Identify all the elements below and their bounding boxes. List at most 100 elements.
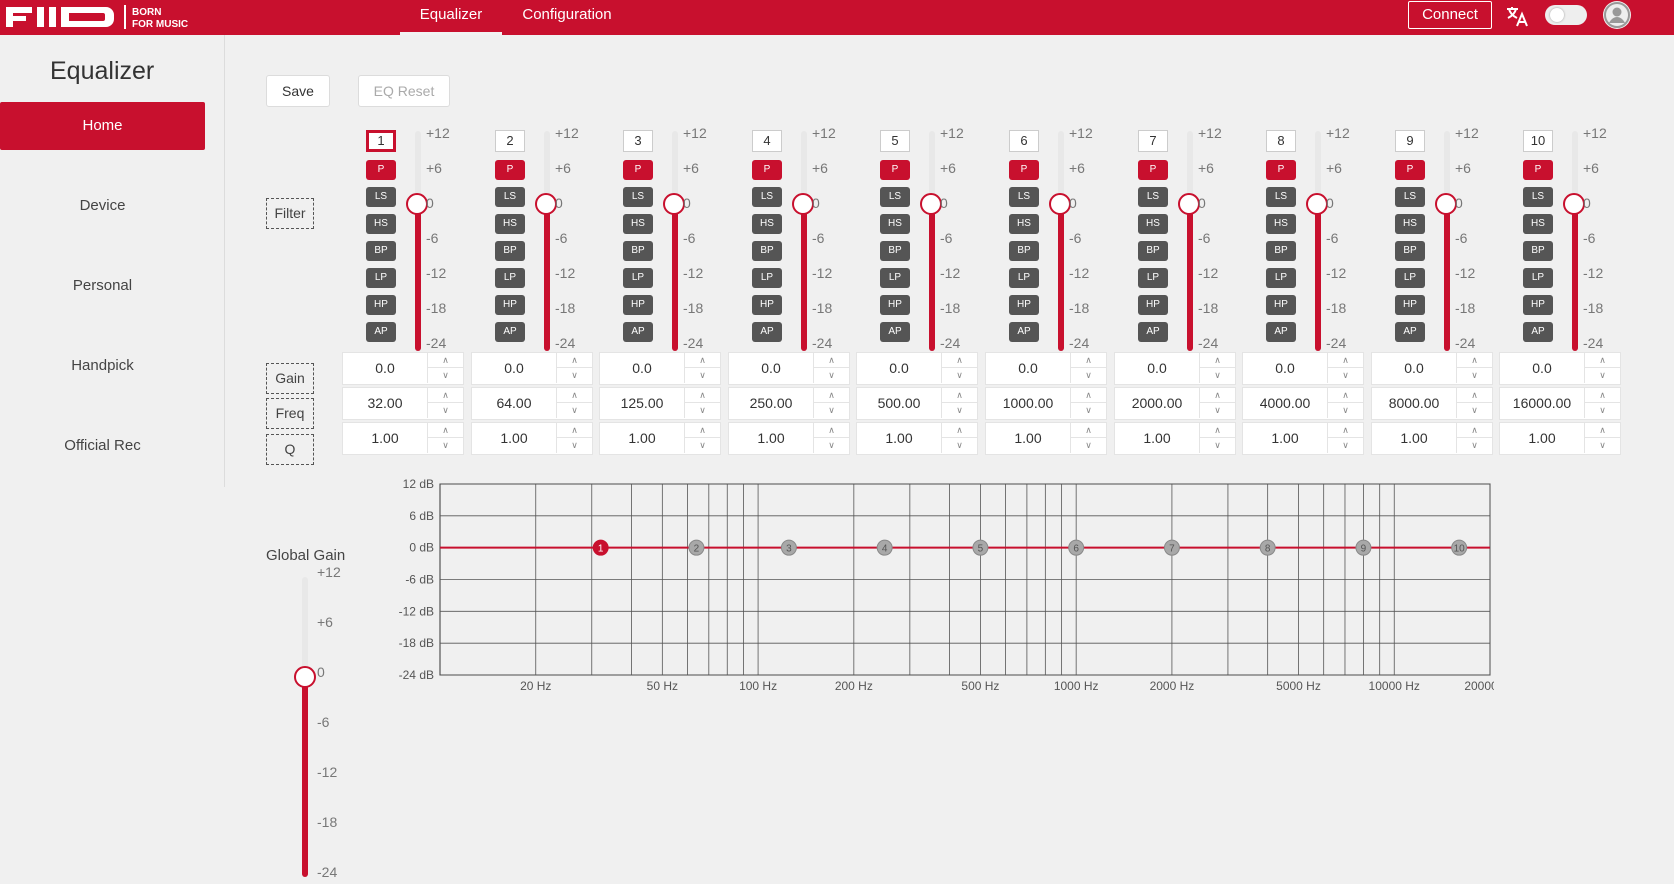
filter-lp-button[interactable]: LP: [1009, 268, 1039, 288]
filter-ls-button[interactable]: LS: [1523, 187, 1553, 207]
q-input[interactable]: 1.00: [1400, 430, 1428, 446]
filter-lp-button[interactable]: LP: [1395, 268, 1425, 288]
gain-slider-track[interactable]: [1572, 131, 1578, 351]
gain-slider-thumb[interactable]: [792, 193, 814, 215]
filter-p-button[interactable]: P: [880, 160, 910, 180]
chevron-down-icon[interactable]: ∨: [941, 438, 977, 453]
filter-hp-button[interactable]: HP: [880, 295, 910, 315]
filter-hs-button[interactable]: HS: [495, 214, 525, 234]
filter-ap-button[interactable]: AP: [1266, 322, 1296, 342]
chevron-up-icon[interactable]: ∧: [941, 423, 977, 438]
filter-lp-button[interactable]: LP: [752, 268, 782, 288]
filter-ls-button[interactable]: LS: [880, 187, 910, 207]
chevron-down-icon[interactable]: ∨: [813, 403, 849, 418]
filter-p-button[interactable]: P: [495, 160, 525, 180]
chevron-down-icon[interactable]: ∨: [813, 368, 849, 383]
filter-lp-button[interactable]: LP: [1138, 268, 1168, 288]
filter-hp-button[interactable]: HP: [623, 295, 653, 315]
gain-slider-thumb[interactable]: [1563, 193, 1585, 215]
chevron-down-icon[interactable]: ∨: [684, 368, 720, 383]
filter-hs-button[interactable]: HS: [1523, 214, 1553, 234]
chevron-down-icon[interactable]: ∨: [1584, 438, 1620, 453]
band-number-button[interactable]: 1: [366, 130, 396, 152]
chevron-up-icon[interactable]: ∧: [1456, 388, 1492, 403]
filter-hp-button[interactable]: HP: [1523, 295, 1553, 315]
filter-bp-button[interactable]: BP: [1009, 241, 1039, 261]
global-gain-slider-track[interactable]: [302, 577, 308, 877]
sidebar-item-personal[interactable]: Personal: [72, 277, 133, 294]
filter-hp-button[interactable]: HP: [1138, 295, 1168, 315]
filter-ls-button[interactable]: LS: [366, 187, 396, 207]
filter-hp-button[interactable]: HP: [1395, 295, 1425, 315]
chevron-up-icon[interactable]: ∧: [1070, 388, 1106, 403]
gain-input[interactable]: 0.0: [1018, 360, 1038, 376]
gain-slider-track[interactable]: [672, 131, 678, 351]
chevron-down-icon[interactable]: ∨: [1199, 438, 1235, 453]
filter-ap-button[interactable]: AP: [495, 322, 525, 342]
filter-ap-button[interactable]: AP: [1523, 322, 1553, 342]
chevron-up-icon[interactable]: ∧: [427, 423, 463, 438]
band-number-button[interactable]: 8: [1266, 130, 1296, 152]
save-button[interactable]: Save: [266, 75, 330, 107]
gain-slider-track[interactable]: [929, 131, 935, 351]
user-avatar-icon[interactable]: [1603, 1, 1631, 29]
chevron-up-icon[interactable]: ∧: [941, 388, 977, 403]
gain-slider-thumb[interactable]: [535, 193, 557, 215]
q-input[interactable]: 1.00: [1143, 430, 1171, 446]
chevron-up-icon[interactable]: ∧: [813, 388, 849, 403]
filter-ap-button[interactable]: AP: [1395, 322, 1425, 342]
chevron-up-icon[interactable]: ∧: [1199, 388, 1235, 403]
band-number-button[interactable]: 5: [880, 130, 910, 152]
filter-p-button[interactable]: P: [1009, 160, 1039, 180]
chevron-up-icon[interactable]: ∧: [427, 388, 463, 403]
sidebar-item-device[interactable]: Device: [79, 197, 126, 214]
freq-input[interactable]: 16000.00: [1512, 395, 1572, 411]
filter-hs-button[interactable]: HS: [880, 214, 910, 234]
filter-lp-button[interactable]: LP: [495, 268, 525, 288]
gain-slider-track[interactable]: [1315, 131, 1321, 351]
chevron-down-icon[interactable]: ∨: [1327, 438, 1363, 453]
chevron-down-icon[interactable]: ∨: [941, 368, 977, 383]
filter-hp-button[interactable]: HP: [1009, 295, 1039, 315]
filter-ls-button[interactable]: LS: [752, 187, 782, 207]
chevron-up-icon[interactable]: ∧: [1199, 423, 1235, 438]
filter-ap-button[interactable]: AP: [1009, 322, 1039, 342]
chevron-down-icon[interactable]: ∨: [427, 403, 463, 418]
q-input[interactable]: 1.00: [757, 430, 785, 446]
filter-bp-button[interactable]: BP: [623, 241, 653, 261]
chevron-up-icon[interactable]: ∧: [1199, 353, 1235, 368]
freq-input[interactable]: 4000.00: [1259, 395, 1311, 411]
gain-input[interactable]: 0.0: [632, 360, 652, 376]
chevron-down-icon[interactable]: ∨: [941, 403, 977, 418]
chevron-up-icon[interactable]: ∧: [1327, 388, 1363, 403]
band-number-button[interactable]: 10: [1523, 130, 1553, 152]
filter-p-button[interactable]: P: [1523, 160, 1553, 180]
q-input[interactable]: 1.00: [628, 430, 656, 446]
freq-input[interactable]: 250.00: [749, 395, 793, 411]
filter-ls-button[interactable]: LS: [1138, 187, 1168, 207]
filter-hp-button[interactable]: HP: [495, 295, 525, 315]
chevron-down-icon[interactable]: ∨: [1456, 438, 1492, 453]
sidebar-item-official-rec[interactable]: Official Rec: [64, 437, 141, 454]
chevron-up-icon[interactable]: ∧: [1584, 353, 1620, 368]
chevron-up-icon[interactable]: ∧: [813, 423, 849, 438]
filter-bp-button[interactable]: BP: [366, 241, 396, 261]
chevron-down-icon[interactable]: ∨: [1327, 403, 1363, 418]
filter-ap-button[interactable]: AP: [752, 322, 782, 342]
band-number-button[interactable]: 3: [623, 130, 653, 152]
gain-input[interactable]: 0.0: [504, 360, 524, 376]
chevron-down-icon[interactable]: ∨: [813, 438, 849, 453]
chevron-down-icon[interactable]: ∨: [1070, 438, 1106, 453]
gain-slider-thumb[interactable]: [1306, 193, 1328, 215]
filter-ls-button[interactable]: LS: [1009, 187, 1039, 207]
q-input[interactable]: 1.00: [885, 430, 913, 446]
gain-slider-track[interactable]: [415, 131, 421, 351]
band-number-button[interactable]: 7: [1138, 130, 1168, 152]
translate-icon[interactable]: [1505, 5, 1529, 27]
q-input[interactable]: 1.00: [1271, 430, 1299, 446]
gain-input[interactable]: 0.0: [1275, 360, 1295, 376]
gain-slider-thumb[interactable]: [1178, 193, 1200, 215]
filter-bp-button[interactable]: BP: [495, 241, 525, 261]
chevron-down-icon[interactable]: ∨: [684, 438, 720, 453]
filter-bp-button[interactable]: BP: [1523, 241, 1553, 261]
